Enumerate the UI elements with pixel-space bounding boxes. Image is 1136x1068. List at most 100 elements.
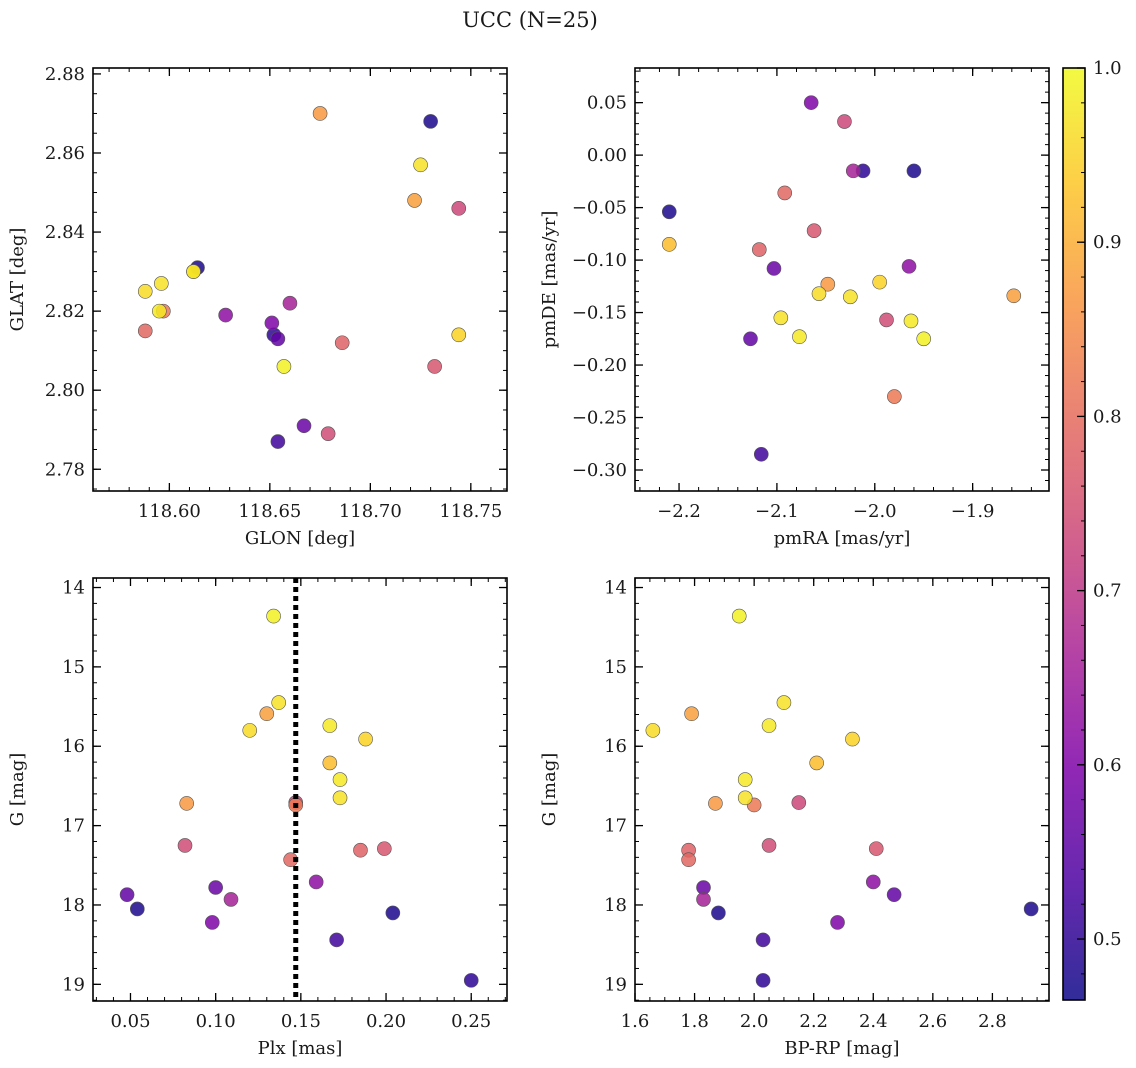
panel-bprp-g: 1.6 1.8 2.0 2.2 2.4 2.6 2.8 14 15 16 17 18 19 BP-RP […	[539, 577, 1050, 1059]
data-point	[270, 434, 286, 449]
y-tick-label: 14	[62, 578, 85, 599]
data-point	[661, 237, 677, 252]
data-point	[872, 274, 887, 290]
panel-plx-g: 0.05 0.10 0.15 0.20 0.25 14 15 16 17 18 19 Plx [mas…	[7, 577, 508, 1059]
data-point	[177, 838, 193, 853]
y-tick-label: 17	[604, 816, 627, 837]
data-point	[837, 114, 852, 129]
data-point	[865, 874, 881, 890]
x-tick-label: −2.2	[657, 501, 701, 522]
x-tick-label: 2.8	[978, 1011, 1007, 1032]
data-point	[463, 973, 479, 988]
minor-ticks	[634, 578, 1049, 1001]
x-tick-label: 118.70	[339, 501, 402, 522]
data-point	[868, 841, 884, 856]
y-tick-label: 17	[62, 816, 85, 837]
x-tick-label: −1.9	[951, 501, 995, 522]
data-point	[806, 223, 822, 238]
y-tick-label: 2.86	[45, 143, 85, 164]
data-point	[208, 880, 223, 895]
data-point	[204, 915, 220, 930]
figure-title: UCC (N=25)	[462, 8, 598, 32]
data-point	[186, 264, 201, 279]
data-point	[353, 842, 368, 858]
data-point	[803, 95, 819, 110]
colorbar: 0.5 0.6 0.7 0.8 0.9 1.0	[1062, 58, 1122, 1001]
data-point	[811, 286, 827, 301]
data-point	[377, 841, 392, 856]
minor-ticks	[635, 68, 1049, 492]
x-tick-label: 2.6	[919, 1011, 948, 1032]
data-point	[423, 114, 438, 129]
data-point	[906, 163, 922, 179]
data-point	[792, 329, 807, 345]
data-point	[886, 887, 902, 902]
data-point	[661, 204, 677, 220]
data-point	[276, 359, 292, 374]
data-point	[334, 335, 350, 351]
x-tick-label: 1.6	[621, 1011, 650, 1032]
y-tick-label: 14	[604, 578, 627, 599]
x-axis-label: Plx [mas]	[258, 1038, 343, 1059]
data-point	[179, 796, 195, 811]
data-point	[761, 838, 777, 853]
y-tick-label: 0.05	[587, 93, 627, 114]
y-axis-label: G [mag]	[7, 753, 28, 826]
y-tick-label: 2.88	[45, 64, 85, 85]
colorbar-frame	[1062, 67, 1086, 1001]
y-axis-label: pmDE [mas/yr]	[539, 211, 560, 349]
data-point	[753, 446, 769, 462]
y-axis-label: G [mag]	[539, 753, 560, 826]
data-point	[845, 731, 860, 747]
data-point	[887, 389, 902, 404]
data-point	[137, 323, 153, 339]
data-point	[820, 276, 836, 292]
x-tick-label: 0.20	[366, 1011, 406, 1032]
y-tick-label: −0.30	[572, 460, 627, 481]
x-tick-label: −2.1	[755, 501, 799, 522]
x-tick-label: −2.0	[853, 501, 897, 522]
colorbar-tick-label: 0.8	[1093, 406, 1122, 427]
data-point	[737, 772, 753, 787]
data-point	[755, 973, 771, 988]
axes-frame	[634, 67, 1050, 492]
colorbar-tick-label: 0.7	[1093, 581, 1122, 602]
data-point	[845, 163, 861, 179]
data-point	[708, 796, 723, 811]
x-tick-label: 2.0	[740, 1011, 769, 1032]
y-tick-label: 16	[62, 736, 85, 757]
y-tick-label: 0.00	[587, 145, 627, 166]
data-point	[737, 790, 753, 806]
data-point	[773, 310, 789, 326]
axes-frame	[92, 577, 508, 1002]
x-tick-label: 1.8	[680, 1011, 709, 1032]
data-point	[282, 295, 298, 311]
x-tick-label: 0.10	[196, 1011, 236, 1032]
data-point	[320, 426, 336, 441]
data-point	[645, 723, 661, 738]
y-tick-label: 15	[604, 657, 627, 678]
data-point	[308, 874, 324, 890]
x-tick-label: 118.60	[138, 501, 201, 522]
data-point	[329, 932, 344, 948]
panel-glon-glat: 118.60 118.65 118.70 118.75 2.78 2.80 2.82 2.84…	[7, 64, 508, 549]
scatter-points	[137, 106, 467, 449]
data-point	[731, 608, 747, 624]
data-point	[271, 695, 287, 710]
data-point	[427, 359, 442, 374]
scatter-points	[119, 608, 479, 988]
data-point	[137, 284, 153, 299]
x-tick-label: 2.2	[799, 1011, 828, 1032]
y-tick-label: −0.20	[572, 355, 627, 376]
data-point	[901, 259, 917, 274]
colorbar-tick-label: 0.9	[1093, 232, 1122, 253]
x-tick-label: 0.25	[451, 1011, 491, 1032]
data-point	[843, 289, 858, 305]
y-tick-label: 19	[604, 974, 627, 995]
y-tick-label: −0.15	[572, 303, 627, 324]
data-point	[322, 755, 338, 771]
y-axis-label: GLAT [deg]	[7, 228, 28, 332]
y-tick-label: 2.82	[45, 301, 85, 322]
data-point	[879, 312, 894, 328]
x-tick-label: 118.75	[439, 501, 502, 522]
